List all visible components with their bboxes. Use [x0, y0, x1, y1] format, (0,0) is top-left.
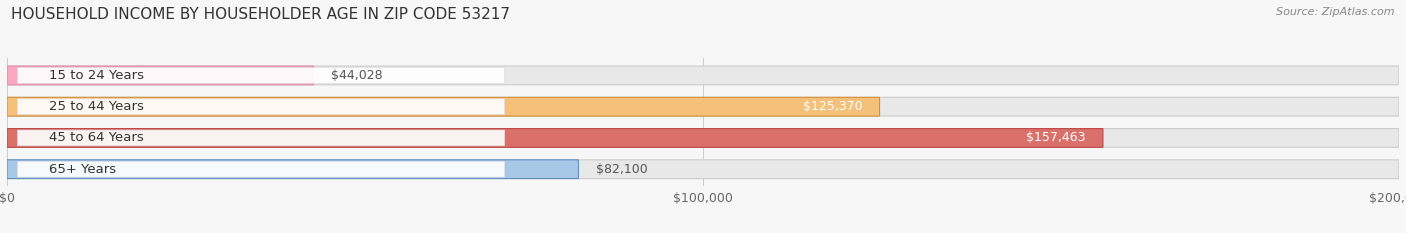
FancyBboxPatch shape [17, 161, 505, 177]
Text: $125,370: $125,370 [803, 100, 862, 113]
FancyBboxPatch shape [7, 66, 1399, 85]
FancyBboxPatch shape [7, 160, 578, 178]
FancyBboxPatch shape [7, 97, 1399, 116]
Text: 25 to 44 Years: 25 to 44 Years [49, 100, 143, 113]
Text: 45 to 64 Years: 45 to 64 Years [49, 131, 143, 144]
FancyBboxPatch shape [17, 130, 505, 146]
FancyBboxPatch shape [7, 129, 1399, 147]
FancyBboxPatch shape [7, 66, 314, 85]
Text: $44,028: $44,028 [330, 69, 382, 82]
Text: 15 to 24 Years: 15 to 24 Years [49, 69, 143, 82]
FancyBboxPatch shape [17, 68, 505, 83]
Text: Source: ZipAtlas.com: Source: ZipAtlas.com [1277, 7, 1395, 17]
Text: $82,100: $82,100 [596, 163, 648, 176]
Text: $157,463: $157,463 [1026, 131, 1085, 144]
Text: 65+ Years: 65+ Years [49, 163, 115, 176]
Text: HOUSEHOLD INCOME BY HOUSEHOLDER AGE IN ZIP CODE 53217: HOUSEHOLD INCOME BY HOUSEHOLDER AGE IN Z… [11, 7, 510, 22]
FancyBboxPatch shape [7, 160, 1399, 178]
FancyBboxPatch shape [7, 97, 880, 116]
FancyBboxPatch shape [17, 99, 505, 115]
FancyBboxPatch shape [7, 129, 1102, 147]
